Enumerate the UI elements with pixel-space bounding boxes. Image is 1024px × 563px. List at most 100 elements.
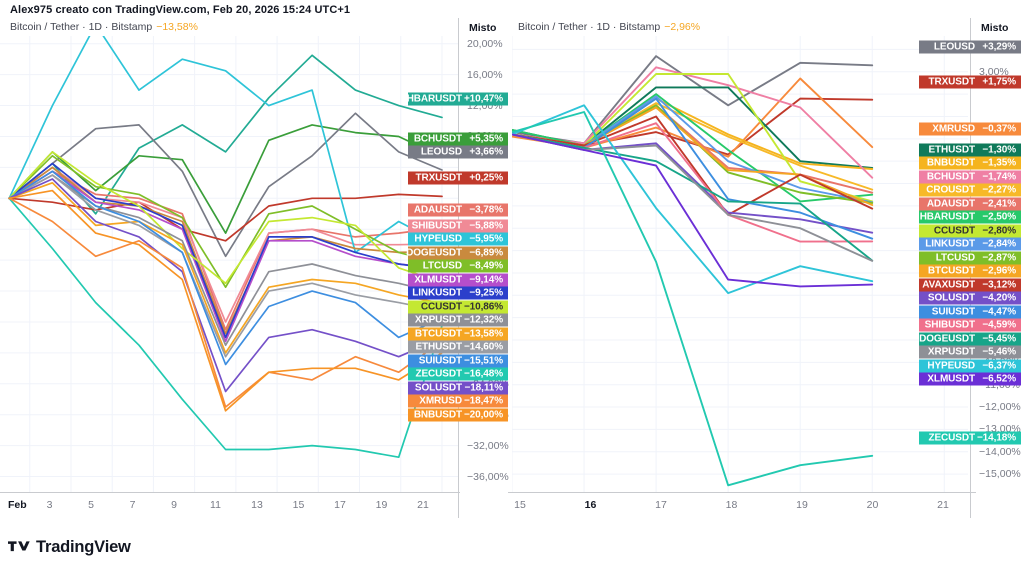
series-badge[interactable]: LTCUSD −8,49%: [408, 259, 508, 273]
series-line: [8, 170, 443, 343]
time-axis-right[interactable]: 15 16 17 18 19 20 21: [508, 492, 1024, 518]
attribution-text: Alex975 creato con TradingView.com, Feb …: [10, 4, 351, 16]
series-line: [8, 174, 443, 347]
series-badge-change: −14,60%: [463, 341, 503, 353]
series-line: [512, 97, 874, 170]
series-badge-change: −5,95%: [469, 233, 503, 245]
time-axis-left[interactable]: Feb 3 5 7 9 11 13 15 17 19 21: [0, 492, 508, 518]
series-badge[interactable]: BTCUSDT −2,96%: [919, 264, 1021, 278]
symbol-title-right-text: Bitcoin / Tether · 1D · Bitstamp: [518, 21, 661, 33]
series-badge-change: −1,74%: [982, 171, 1016, 183]
series-badge[interactable]: HYPEUSD −6,37%: [919, 359, 1021, 373]
x-axis-tick: 3: [46, 499, 53, 511]
series-badge[interactable]: SUIUSDT −15,51%: [408, 354, 508, 368]
axis-title-right: Misto: [981, 22, 1009, 34]
series-badge[interactable]: ADAUSDT −3,78%: [408, 203, 508, 217]
time-axis-line: [0, 492, 460, 493]
series-badge-symbol: HBARUSDT: [406, 93, 462, 105]
series-badge[interactable]: AVAXUSDT −3,12%: [919, 278, 1021, 292]
series-badge[interactable]: XLMUSDT −6,52%: [919, 372, 1021, 386]
series-badge-change: −18,47%: [463, 395, 503, 407]
series-badge-symbol: DOGEUSDT: [406, 247, 462, 259]
series-badge[interactable]: HBARUSDT +10,47%: [406, 92, 508, 106]
series-badge[interactable]: CCUSDT −10,86%: [408, 300, 508, 314]
series-badge-symbol: SOLUSDT: [414, 382, 462, 394]
series-badge-symbol: LINKUSDT: [925, 238, 975, 250]
series-badge[interactable]: LTCUSD −2,87%: [919, 251, 1021, 265]
x-axis-tick: 19: [375, 499, 388, 511]
series-badge[interactable]: HYPEUSD −5,95%: [408, 232, 508, 246]
series-badge-symbol: LTCUSD: [422, 260, 462, 272]
series-badge-change: −2,80%: [982, 225, 1016, 237]
series-line: [8, 54, 443, 215]
series-badge[interactable]: LEOUSD +3,66%: [408, 145, 508, 159]
series-line: [8, 36, 443, 254]
series-badge[interactable]: SOLUSDT −4,20%: [919, 291, 1021, 305]
series-badge[interactable]: HBARUSDT −2,50%: [919, 210, 1021, 224]
series-badge[interactable]: TRXUSDT +1,75%: [919, 75, 1021, 89]
x-axis-tick: 21: [417, 499, 429, 511]
x-axis-tick: 17: [655, 499, 667, 511]
series-badge[interactable]: XMRUSD −18,47%: [408, 394, 508, 408]
series-badge[interactable]: XRPUSDT −5,46%: [919, 345, 1021, 359]
series-badge[interactable]: BNBUSDT −1,35%: [919, 156, 1021, 170]
series-badge[interactable]: ADAUSDT −2,41%: [919, 197, 1021, 211]
series-badge[interactable]: XLMUSDT −9,14%: [408, 273, 508, 287]
series-badge[interactable]: ZECUSDT −14,18%: [919, 431, 1021, 445]
series-badge[interactable]: BNBUSDT −20,00%: [408, 408, 508, 422]
symbol-title-left: Bitcoin / Tether · 1D · Bitstamp −13,58%: [10, 21, 198, 33]
series-badge-change: −0,37%: [982, 123, 1016, 135]
chart-panel-right: Bitcoin / Tether · 1D · Bitstamp −2,96% M…: [508, 18, 1024, 518]
series-badge[interactable]: SHIBUSDT −4,59%: [919, 318, 1021, 332]
series-badge[interactable]: BCHUSDT +5,35%: [408, 132, 508, 146]
x-axis-tick: 17: [334, 499, 346, 511]
x-axis-tick: 21: [937, 499, 949, 511]
series-badge-change: −1,35%: [982, 157, 1016, 169]
series-badge[interactable]: SHIBUSDT −5,88%: [408, 219, 508, 233]
series-badge[interactable]: SOLUSDT −18,11%: [408, 381, 508, 395]
gridlines-right: [512, 36, 968, 492]
plot-area-right[interactable]: [512, 36, 968, 492]
y-axis-tick: 3,00%: [979, 65, 1009, 78]
series-line: [8, 174, 443, 358]
series-badge[interactable]: BCHUSDT −1,74%: [919, 170, 1021, 184]
series-badge-change: −16,48%: [463, 368, 503, 380]
series-line: [8, 170, 443, 366]
plot-area-left[interactable]: [0, 36, 458, 492]
series-badge[interactable]: LINKUSDT −9,25%: [408, 286, 508, 300]
series-badge[interactable]: LEOUSD +3,29%: [919, 40, 1021, 54]
series-badge[interactable]: SUIUSDT −4,47%: [919, 305, 1021, 319]
series-badge[interactable]: TRXUSDT +0,25%: [408, 171, 508, 185]
series-badge-symbol: ETHUSDT: [928, 144, 975, 156]
x-axis-tick: 19: [796, 499, 808, 511]
series-badge-symbol: ZECUSDT: [415, 368, 462, 380]
series-badge-change: −5,46%: [982, 346, 1016, 358]
series-badge-change: −4,47%: [982, 306, 1016, 318]
series-badge[interactable]: CCUSDT −2,80%: [919, 224, 1021, 238]
y-axis-tick: −15,00%: [979, 468, 1021, 481]
series-badge[interactable]: XRPUSDT −12,32%: [408, 313, 508, 327]
axis-title-left: Misto: [469, 22, 497, 34]
tradingview-logo[interactable]: TradingView: [8, 538, 131, 557]
series-badge-symbol: XMRUSD: [419, 395, 462, 407]
series-badge[interactable]: ZECUSDT −16,48%: [408, 367, 508, 381]
series-badge-change: −2,50%: [982, 211, 1016, 223]
series-line: [8, 181, 443, 354]
series-badge-change: −2,87%: [982, 252, 1016, 264]
series-badge[interactable]: ETHUSDT −1,30%: [919, 143, 1021, 157]
series-badge[interactable]: ETHUSDT −14,60%: [408, 340, 508, 354]
series-badge-symbol: ETHUSDT: [415, 341, 462, 353]
x-axis-tick: 5: [88, 499, 94, 511]
series-badge[interactable]: LINKUSDT −2,84%: [919, 237, 1021, 251]
series-badge[interactable]: BTCUSDT −13,58%: [408, 327, 508, 341]
symbol-title-left-text: Bitcoin / Tether · 1D · Bitstamp: [10, 21, 153, 33]
series-badge[interactable]: DOGEUSDT −5,45%: [919, 332, 1021, 346]
x-axis-tick: 13: [251, 499, 263, 511]
series-badge[interactable]: DOGEUSDT −6,89%: [406, 246, 508, 260]
series-badge-change: −15,51%: [463, 355, 503, 367]
series-badge[interactable]: CROUSDT −2,27%: [919, 183, 1021, 197]
series-badge-change: −5,88%: [469, 220, 503, 232]
series-badge-symbol: SUIUSDT: [418, 355, 462, 367]
series-badge[interactable]: XMRUSD −0,37%: [919, 122, 1021, 136]
